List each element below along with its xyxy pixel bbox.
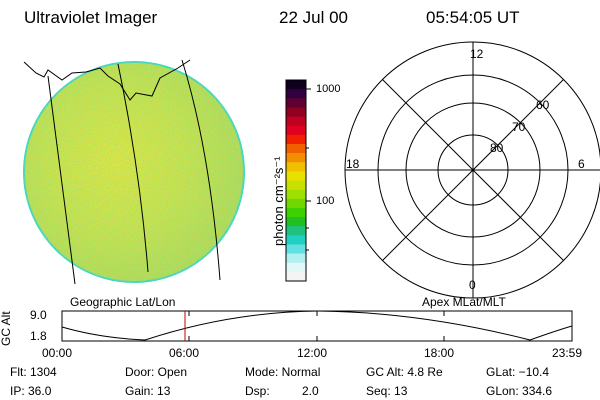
geographic-latitude: GLat: −10.4 xyxy=(486,365,550,379)
time-tick: 18:00 xyxy=(424,346,455,360)
sequence-number: Seq: 13 xyxy=(366,384,408,398)
colorbar-segment xyxy=(286,253,306,264)
colorbar-segment xyxy=(286,134,306,145)
time-tick: 06:00 xyxy=(169,346,200,360)
altitude-timeline xyxy=(61,310,573,342)
altitude-curve xyxy=(61,310,573,341)
lat-label-70: 70 xyxy=(512,120,526,134)
colorbar-segment xyxy=(286,153,306,163)
apex-caption: Apex MLat/MLT xyxy=(422,295,506,309)
coastline xyxy=(23,59,191,101)
colorbar-segment xyxy=(286,171,306,182)
meridian-line xyxy=(117,63,149,273)
geographic-caption: Geographic Lat/Lon xyxy=(70,295,176,309)
mlt-label-6: 6 xyxy=(578,157,585,171)
colorbar-segment xyxy=(286,262,306,273)
meridian-line xyxy=(47,75,76,285)
colorbar-segment xyxy=(286,235,306,246)
time-tick: 12:00 xyxy=(297,346,328,360)
colorbar-segment xyxy=(286,143,306,154)
time-label: 05:54:05 UT xyxy=(426,8,520,27)
mlt-label-0: 0 xyxy=(469,278,476,292)
colorbar-tick-label: 100 xyxy=(316,195,335,207)
colorbar-segment xyxy=(286,189,306,200)
alt-tick-min: 1.8 xyxy=(30,329,47,343)
colorbar-segment xyxy=(286,271,306,282)
dsp-value: 2.0 xyxy=(302,384,319,398)
colorbar-segment xyxy=(286,244,306,255)
instrument-title: Ultraviolet Imager xyxy=(24,8,158,27)
ip-value: IP: 36.0 xyxy=(10,384,52,398)
time-tick: 23:59 xyxy=(552,346,583,360)
mlt-label-12: 12 xyxy=(470,47,484,61)
uv-image-disk xyxy=(23,59,245,285)
flight-number: Flt: 1304 xyxy=(10,365,57,379)
lat-label-60: 60 xyxy=(536,98,550,112)
colorbar-segment xyxy=(286,89,306,99)
colorbar-segment xyxy=(286,162,306,172)
door-status: Door: Open xyxy=(125,365,188,379)
colorbar-segment xyxy=(286,217,306,227)
colorbar-segment xyxy=(286,207,306,218)
colorbar-segment xyxy=(286,80,306,90)
mode-status: Mode: Normal xyxy=(245,365,321,379)
mlt-label-18: 18 xyxy=(346,157,360,171)
colorbar xyxy=(285,79,311,282)
colorbar-unit-label: photon cm⁻²s⁻¹ xyxy=(271,156,286,246)
gc-altitude: GC Alt: 4.8 Re xyxy=(366,365,443,379)
polar-plot xyxy=(344,41,600,299)
date-label: 22 Jul 00 xyxy=(279,8,348,27)
colorbar-segment xyxy=(286,226,306,236)
lat-label-80: 80 xyxy=(490,141,504,155)
colorbar-tick-label: 1000 xyxy=(316,83,341,95)
meridian-line xyxy=(181,59,221,281)
colorbar-segment xyxy=(286,116,306,127)
colorbar-segment xyxy=(286,180,306,191)
time-tick: 00:00 xyxy=(42,346,73,360)
colorbar-segment xyxy=(286,98,306,109)
colorbar-segment xyxy=(286,107,306,118)
gain-value: Gain: 13 xyxy=(125,384,171,398)
colorbar-segment xyxy=(286,198,306,209)
dsp-label: Dsp: xyxy=(245,384,270,398)
alt-axis-label: GC Alt xyxy=(0,311,13,346)
alt-tick-max: 9.0 xyxy=(30,308,47,322)
geographic-longitude: GLon: 334.6 xyxy=(486,384,553,398)
colorbar-segment xyxy=(286,125,306,136)
